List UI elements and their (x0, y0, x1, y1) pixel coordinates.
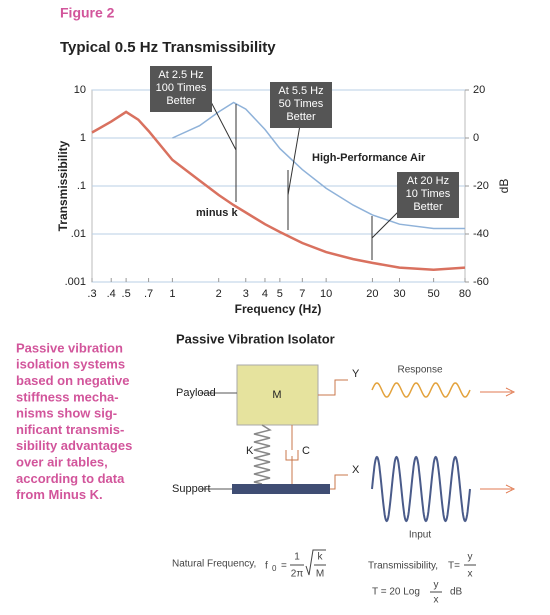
callout-text: 10 Times (406, 188, 451, 200)
series-label: minus k (196, 207, 238, 219)
y-tick-label: .01 (71, 228, 86, 240)
callout-text: Better (413, 201, 443, 213)
caption-line: based on negative (16, 373, 129, 388)
input-wave (371, 455, 471, 523)
damper (285, 450, 299, 484)
mass-label: M (272, 389, 281, 401)
caption-line: Passive vibration (16, 340, 123, 355)
pointer (287, 124, 301, 196)
series-line (172, 101, 465, 230)
x-tick-label: 3 (243, 288, 249, 300)
pointer (371, 209, 401, 239)
x-tick-label: 10 (320, 288, 332, 300)
y2-tick-label: 0 (473, 132, 479, 144)
callout-text: Better (286, 111, 316, 123)
mass (236, 364, 319, 426)
x-tick-label: .4 (107, 288, 116, 300)
radical (305, 549, 326, 576)
x-tick-label: 20 (366, 288, 378, 300)
formula-text: x (434, 595, 439, 606)
pointer (209, 99, 237, 151)
y2-tick-label: -60 (473, 276, 489, 288)
callout-text: Better (166, 95, 196, 107)
formula-text: T= (448, 561, 460, 572)
callout-box (270, 82, 332, 128)
connector (318, 379, 348, 490)
series-label: High-Performance Air (312, 152, 426, 164)
spring-label: K (246, 445, 254, 457)
x-tick-label: 50 (427, 288, 439, 300)
callout-text: At 20 Hz (407, 175, 449, 187)
x-tick-label: 4 (262, 288, 268, 300)
caption-line: according to data (16, 471, 125, 486)
x-tick-label: 7 (299, 288, 305, 300)
x-tick-label: .3 (87, 288, 96, 300)
callout-text: 100 Times (156, 82, 207, 94)
response-label: Response (397, 365, 442, 376)
y-axis-label: Transmissibility (56, 140, 70, 231)
formula-text: y (468, 552, 473, 563)
formula-text: = (281, 561, 287, 572)
caption-line: nificant transmis- (16, 422, 124, 437)
caption: Passive vibration isolation systemsbased … (16, 340, 132, 502)
figure-label: Figure 2 (60, 5, 115, 21)
y-tick-label: .1 (77, 180, 86, 192)
formula-text: 2π (291, 569, 304, 580)
flow-arrows (480, 387, 516, 494)
callout-box (397, 172, 459, 218)
y-tick-label: .001 (65, 276, 86, 288)
x-tick-label: 80 (459, 288, 471, 300)
caption-line: over air tables, (16, 455, 108, 470)
spring (253, 424, 272, 485)
input-label: Input (409, 530, 431, 541)
callout-text: At 2.5 Hz (158, 69, 203, 81)
support (232, 484, 330, 494)
formula-text: x (468, 569, 473, 580)
y2-tick-label: 20 (473, 84, 485, 96)
plot: 10 1 .1 .01 .001 20 0 -20 -40 -60 .3 .4 .5 .7 1 2 3 4 5 7 10… (65, 84, 489, 300)
formula-text: Transmissibility, (368, 561, 438, 572)
x-tick-label: 1 (169, 288, 175, 300)
formula-text: Natural Frequency, (172, 559, 256, 570)
caption-line: stiffness mecha- (16, 389, 119, 404)
x-label: X (352, 464, 360, 476)
formula-text: 0 (272, 564, 277, 573)
x-tick-label: 2 (216, 288, 222, 300)
arrows (209, 99, 401, 260)
y-label: Y (352, 368, 360, 380)
caption-line: nisms show sig- (16, 406, 117, 421)
formula-text: 1 (294, 552, 300, 563)
y2-tick-label: -40 (473, 228, 489, 240)
response-wave (371, 382, 471, 398)
formula-text: dB (450, 587, 463, 598)
damper-label: C (302, 445, 310, 457)
y-tick-label: 10 (74, 84, 86, 96)
x-tick-label: 5 (277, 288, 283, 300)
x-axis-label: Frequency (Hz) (235, 302, 322, 316)
y2-axis-label: dB (497, 179, 511, 194)
series-line (91, 110, 466, 271)
formula-text: T = 20 Log (372, 587, 420, 598)
caption-line: sibility advantages (16, 438, 132, 453)
caption-line: isolation systems (16, 357, 125, 372)
callout-text: 50 Times (279, 98, 324, 110)
formula-text: M (316, 569, 324, 580)
support-label: Support (172, 483, 211, 495)
formula-text: f (265, 561, 268, 572)
x-tick-label: .5 (122, 288, 131, 300)
payload-label: Payload (176, 387, 216, 399)
formula-text: y (434, 580, 439, 591)
formula-text: k (318, 552, 324, 563)
y-tick-label: 1 (80, 132, 86, 144)
callout-box (150, 66, 212, 112)
x-tick-label: .7 (144, 288, 153, 300)
diagram-title: Passive Vibration Isolator (176, 331, 335, 346)
caption-line: from Minus K. (16, 487, 103, 502)
x-tick-label: 30 (393, 288, 405, 300)
callout-text: At 5.5 Hz (278, 85, 323, 97)
y2-tick-label: -20 (473, 180, 489, 192)
chart-title: Typical 0.5 Hz Transmissibility (60, 39, 276, 56)
